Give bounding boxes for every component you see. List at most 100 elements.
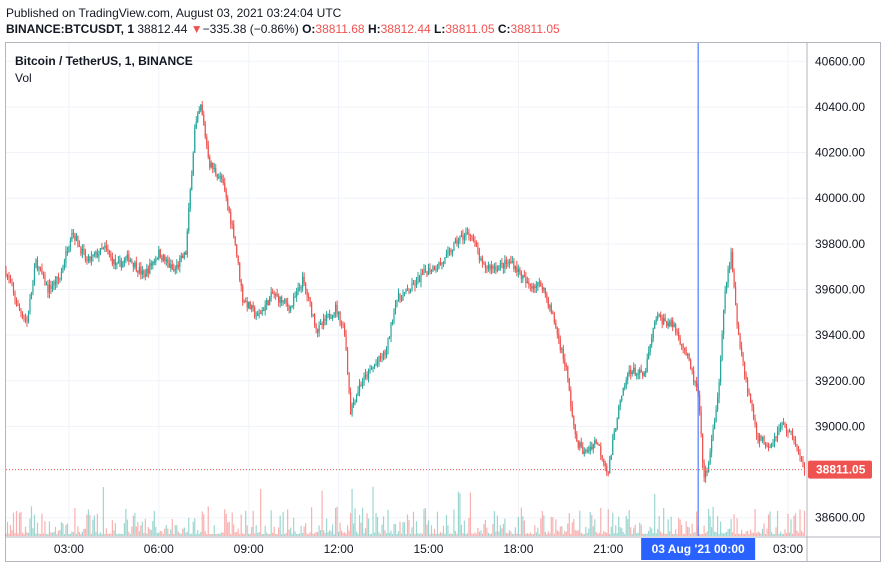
candle-body	[282, 300, 284, 303]
candle-body	[598, 444, 600, 446]
candle-body	[72, 232, 75, 235]
volume-bar	[702, 533, 704, 536]
volume-bar	[450, 533, 452, 536]
volume-bar	[730, 518, 732, 536]
candle-body	[302, 276, 304, 288]
volume-bar	[630, 527, 632, 536]
volume-bar	[711, 527, 713, 536]
candle-body	[15, 299, 18, 306]
volume-bar	[420, 532, 422, 536]
volume-bar	[203, 514, 205, 536]
candle-body	[781, 422, 783, 427]
volume-bar	[752, 532, 755, 536]
volume-bar	[144, 518, 146, 536]
candle-body	[474, 240, 476, 243]
candle-body	[186, 231, 188, 255]
candle-body	[513, 261, 515, 269]
candle-body	[696, 381, 698, 388]
candle-body	[597, 442, 599, 445]
volume-bar	[135, 526, 137, 536]
volume-bar	[706, 531, 708, 536]
candle-body	[450, 250, 452, 253]
candle-body	[582, 446, 584, 454]
candle-body	[65, 251, 67, 263]
volume-bar	[612, 512, 614, 536]
volume-bar	[68, 533, 70, 536]
candle-body	[555, 322, 557, 328]
candle-body	[370, 368, 373, 370]
candle-body	[667, 322, 669, 327]
volume-bar	[8, 533, 10, 536]
volume-bar	[628, 510, 630, 536]
candle-body	[203, 114, 205, 125]
volume-bar	[355, 531, 358, 536]
candle-body	[794, 439, 797, 444]
volume-bar	[224, 509, 226, 536]
volume-bar	[669, 531, 671, 536]
volume-bar	[267, 533, 269, 536]
candle-body	[113, 259, 115, 264]
volume-bar	[687, 526, 689, 536]
candle-body	[198, 110, 200, 114]
volume-bar	[534, 525, 536, 536]
volume-bar	[328, 529, 331, 536]
candle-body	[642, 371, 644, 376]
volume-bar	[727, 529, 729, 536]
volume-bar	[385, 533, 388, 536]
volume-bar	[625, 515, 627, 536]
volume-bar	[260, 489, 262, 536]
candle-body	[531, 285, 533, 289]
volume-bar	[14, 532, 16, 536]
candle-body	[514, 266, 516, 269]
volume-bar	[498, 531, 500, 536]
candle-body	[254, 307, 256, 317]
volume-bar	[685, 521, 687, 536]
candle-body	[660, 314, 662, 318]
chart-frame[interactable]	[5, 42, 881, 562]
volume-bar	[751, 532, 753, 536]
change-value: −335.38 (−0.86%)	[202, 22, 299, 36]
candle-body	[159, 249, 161, 259]
volume-bar	[149, 529, 151, 536]
candle-body	[669, 322, 671, 326]
volume-bar	[615, 525, 617, 536]
volume-bar	[567, 523, 569, 536]
candle-body	[180, 255, 182, 259]
candle-body	[337, 312, 340, 315]
candle-body	[465, 233, 467, 236]
volume-bar	[559, 526, 561, 536]
candle-body	[481, 258, 484, 264]
volume-bar	[192, 521, 194, 536]
volume-bar	[138, 531, 140, 536]
volume-bar	[501, 528, 503, 536]
volume-bar	[537, 527, 539, 536]
volume-bar	[666, 533, 668, 536]
volume-bar	[472, 533, 475, 536]
candle-body	[71, 232, 73, 241]
volume-bar	[221, 532, 223, 536]
volume-bar	[740, 529, 743, 536]
volume-bar	[516, 533, 518, 536]
last-price: 38812.44	[137, 22, 188, 36]
volume-bar	[27, 532, 30, 536]
candle-body	[83, 248, 85, 252]
candle-body	[558, 333, 560, 340]
x-tick-label: 06:00	[144, 542, 174, 556]
candle-body	[565, 365, 567, 367]
candle-body	[35, 259, 37, 269]
volume-bar	[606, 532, 608, 536]
candle-body	[366, 374, 368, 379]
candle-body	[23, 317, 25, 319]
volume-bar	[117, 533, 119, 536]
candle-body	[549, 305, 551, 308]
candle-body	[778, 428, 780, 431]
volume-bar	[441, 533, 443, 536]
candle-body	[39, 267, 42, 269]
candle-body	[387, 338, 389, 350]
volume-bar	[439, 532, 442, 536]
candle-body	[745, 374, 747, 380]
candle-body	[315, 324, 317, 329]
candle-body	[6, 275, 9, 277]
candle-body	[685, 349, 687, 356]
